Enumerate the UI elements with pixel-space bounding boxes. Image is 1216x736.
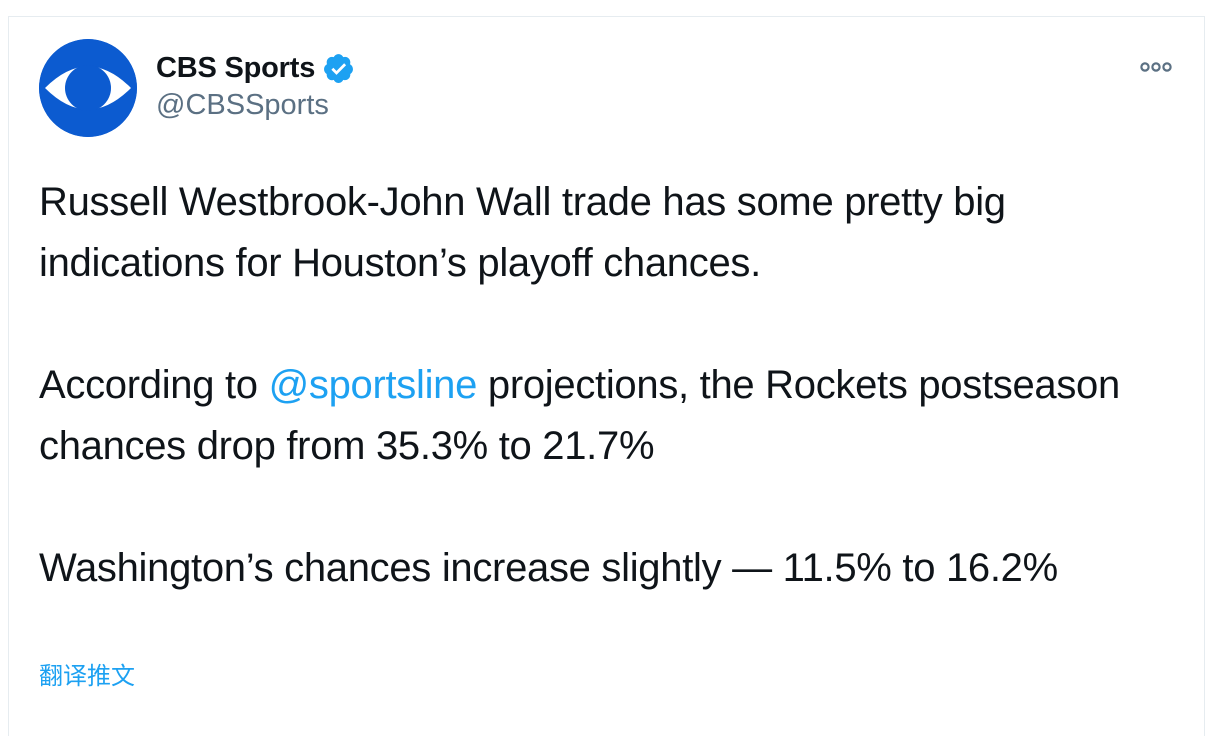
tweet-paragraph-1: Russell Westbrook-John Wall trade has so… <box>39 180 1006 285</box>
author-name-row[interactable]: CBS Sports <box>156 51 355 85</box>
avatar[interactable] <box>39 39 137 137</box>
cbs-eye-logo-icon <box>39 39 137 137</box>
tweet-paragraph-3: Washington’s chances increase slightly —… <box>39 546 1058 590</box>
author-handle[interactable]: @CBSSports <box>156 89 329 121</box>
paragraph-2-suffix: projections, the Rockets postseason chan… <box>39 363 1120 468</box>
paragraph-2-prefix: According to <box>39 363 269 407</box>
tweet-text: Russell Westbrook-John Wall trade has so… <box>39 172 1179 599</box>
more-options-icon[interactable] <box>1138 55 1174 79</box>
author-display-name[interactable]: CBS Sports <box>156 51 316 84</box>
tweet-card: CBS Sports @CBSSports Russell Westbrook-… <box>8 16 1205 736</box>
verified-badge-icon <box>324 53 354 83</box>
mention-link-sportsline[interactable]: @sportsline <box>268 363 478 407</box>
translate-tweet-link[interactable]: 翻译推文 <box>39 662 135 690</box>
tweet-paragraph-2: According to @sportsline projections, th… <box>39 355 1179 477</box>
